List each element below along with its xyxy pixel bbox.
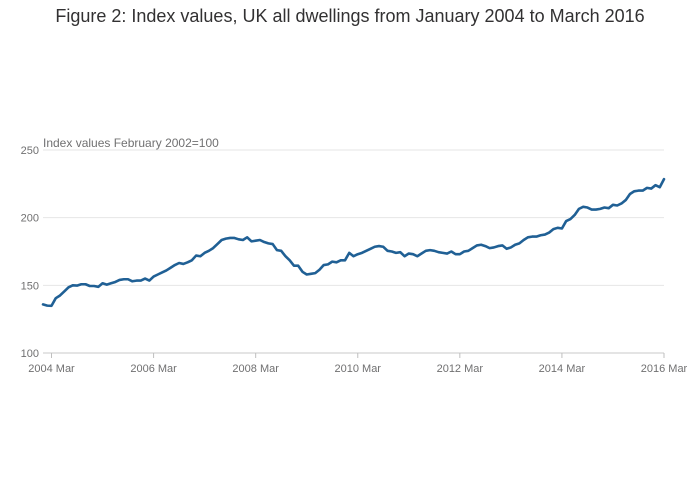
x-tick-label: 2010 Mar: [335, 363, 382, 375]
series-line: [41, 177, 666, 308]
x-tick-label: 2004 Mar: [28, 363, 75, 375]
y-axis-label: Index values February 2002=100: [43, 136, 219, 150]
y-tick-label: 250: [21, 145, 39, 157]
chart-title: Figure 2: Index values, UK all dwellings…: [55, 6, 645, 26]
y-tick-label: 100: [21, 348, 39, 360]
x-tick-label: 2006 Mar: [130, 363, 177, 375]
y-axis: 100 150 200 250: [21, 145, 39, 360]
x-tick-label: 2008 Mar: [232, 363, 279, 375]
y-tick-label: 200: [21, 213, 39, 225]
x-tick-label: 2012 Mar: [437, 363, 484, 375]
gridlines: [43, 149, 664, 354]
plot-area: [41, 177, 666, 308]
x-tick-label: 2016 Mar: [641, 363, 688, 375]
x-tick-label: 2014 Mar: [539, 363, 586, 375]
y-tick-label: 150: [21, 280, 39, 292]
x-axis: 2004 Mar 2006 Mar 2008 Mar 2010 Mar 2012 Mar…: [28, 353, 688, 375]
